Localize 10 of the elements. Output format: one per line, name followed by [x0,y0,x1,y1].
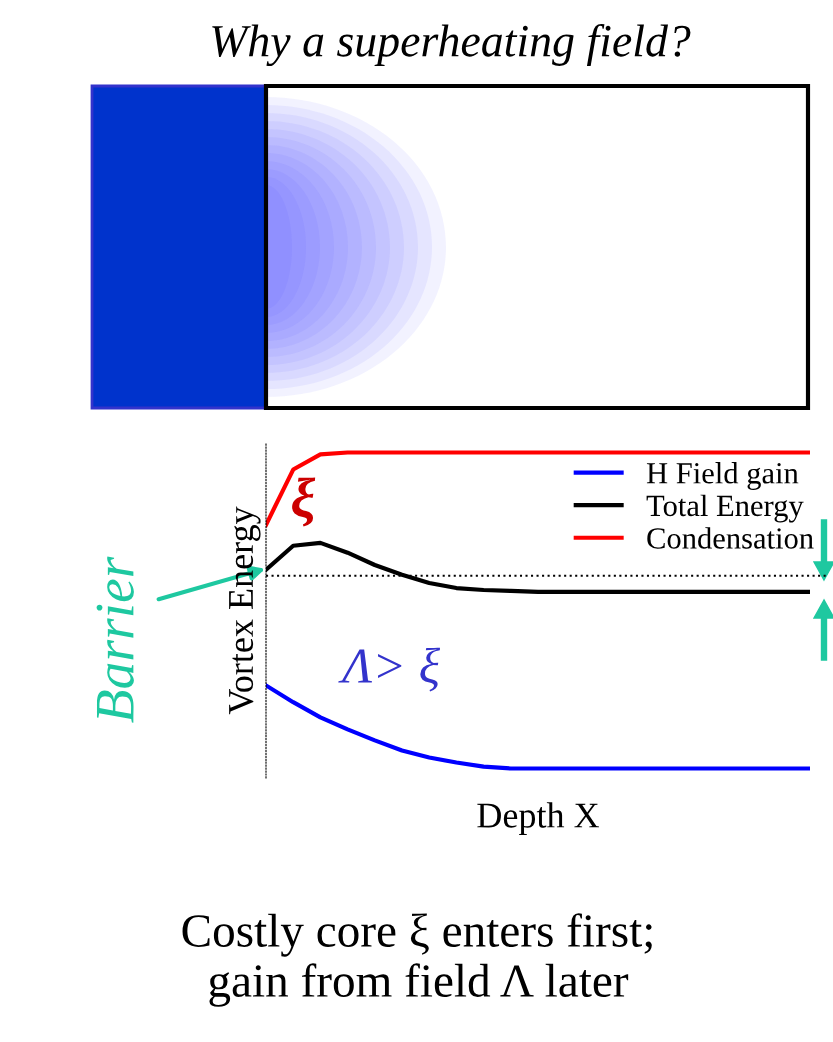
chart-title: Why a superheating field? [212,23,691,67]
annotation: Λ> ξ [338,647,440,692]
legend-label: H Field gain [646,462,799,490]
x-axis-title: Depth X [477,802,600,836]
annotation: ξ [292,477,316,527]
legend-label: Total Energy [646,494,804,523]
legend-label: Condensation [647,527,814,549]
text: Barrier [96,556,134,723]
text: Costly core ξ enters first; gain from field Λ later [182,913,652,1007]
y-axis-title: Vortex Energy [229,506,261,715]
